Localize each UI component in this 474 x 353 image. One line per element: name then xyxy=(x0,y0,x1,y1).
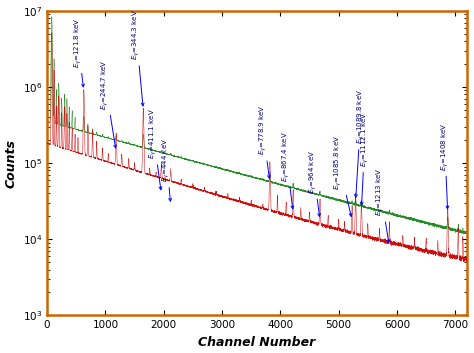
Text: $E_\gamma$=1112.1 keV: $E_\gamma$=1112.1 keV xyxy=(359,112,371,205)
X-axis label: Channel Number: Channel Number xyxy=(199,336,316,349)
Text: $E_\gamma$=778.9 keV: $E_\gamma$=778.9 keV xyxy=(257,105,270,178)
Text: $E_\gamma$=444 keV: $E_\gamma$=444 keV xyxy=(161,138,173,201)
Text: $E_\gamma$=1408 keV: $E_\gamma$=1408 keV xyxy=(439,122,451,209)
Text: $E_\gamma$=1089.8 keV: $E_\gamma$=1089.8 keV xyxy=(355,89,366,197)
Y-axis label: Counts: Counts xyxy=(4,139,17,187)
Text: $E_\gamma$=1085.8 keV: $E_\gamma$=1085.8 keV xyxy=(333,134,352,216)
Text: $E_\gamma$=1213 keV: $E_\gamma$=1213 keV xyxy=(375,168,390,243)
Text: $E_\gamma$=244.7 keV: $E_\gamma$=244.7 keV xyxy=(100,60,117,148)
Text: $E_\gamma$=121.8 keV: $E_\gamma$=121.8 keV xyxy=(72,17,84,87)
Text: $E_\gamma$=867.4 keV: $E_\gamma$=867.4 keV xyxy=(281,131,294,209)
Text: $E_\gamma$=964 keV: $E_\gamma$=964 keV xyxy=(308,149,320,216)
Text: $E_\gamma$=344.3 keV: $E_\gamma$=344.3 keV xyxy=(130,10,144,106)
Text: $E_\gamma$=411.1 keV: $E_\gamma$=411.1 keV xyxy=(147,108,162,190)
